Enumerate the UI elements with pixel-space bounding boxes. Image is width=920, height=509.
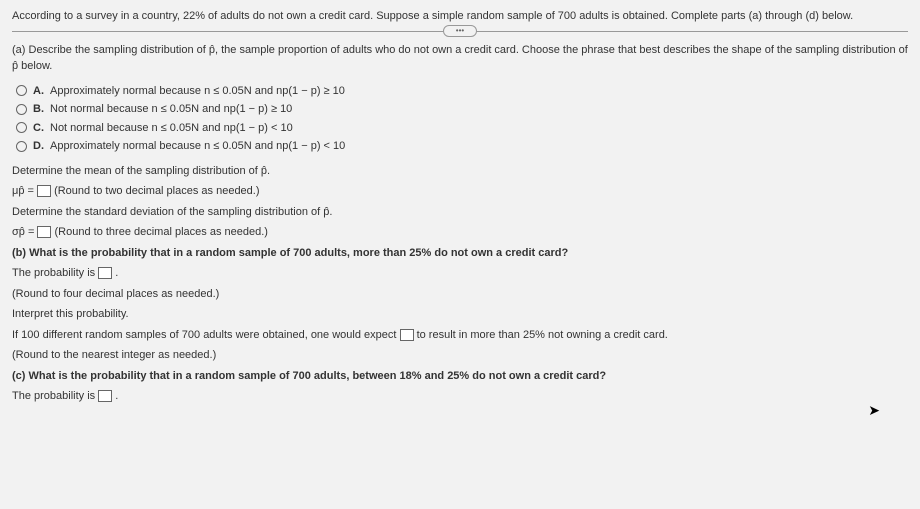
problem-intro: According to a survey in a country, 22% … [12,8,908,25]
part-a-prompt: (a) Describe the sampling distribution o… [12,42,908,75]
option-b-text: Not normal because n ≤ 0.05N and np(1 − … [50,101,292,118]
divider: ••• [12,31,908,32]
part-b-round: (Round to four decimal places as needed.… [12,286,908,303]
radio-c[interactable] [16,122,27,133]
sd-input[interactable] [37,226,51,238]
part-b-prob-input[interactable] [98,267,112,279]
part-b-prob-prefix: The probability is [12,267,98,279]
radio-b[interactable] [16,104,27,115]
mean-input[interactable] [37,185,51,197]
option-b[interactable]: B. Not normal because n ≤ 0.05N and np(1… [16,101,908,118]
expect-prefix: If 100 different random samples of 700 a… [12,329,400,341]
part-a-options: A. Approximately normal because n ≤ 0.05… [16,83,908,155]
part-c-prob-input[interactable] [98,390,112,402]
option-d-text: Approximately normal because n ≤ 0.05N a… [50,138,345,155]
option-a[interactable]: A. Approximately normal because n ≤ 0.05… [16,83,908,100]
expand-pill[interactable]: ••• [443,25,477,37]
part-b-interpret: Interpret this probability. [12,306,908,323]
mean-prompt: Determine the mean of the sampling distr… [12,163,908,180]
part-b-prob: The probability is . [12,265,908,282]
part-c-prob: The probability is . [12,388,908,405]
sd-prefix: σp̂ = [12,226,37,238]
option-c-label: C. [33,120,44,137]
part-c-prob-prefix: The probability is [12,390,98,402]
expect-suffix: to result in more than 25% not owning a … [417,329,668,341]
radio-a[interactable] [16,85,27,96]
cursor-icon: ➤ [868,400,880,421]
option-d-label: D. [33,138,44,155]
option-a-text: Approximately normal because n ≤ 0.05N a… [50,83,345,100]
sd-suffix: (Round to three decimal places as needed… [55,226,268,238]
mean-suffix: (Round to two decimal places as needed.) [54,185,259,197]
option-c-text: Not normal because n ≤ 0.05N and np(1 − … [50,120,293,137]
option-d[interactable]: D. Approximately normal because n ≤ 0.05… [16,138,908,155]
radio-d[interactable] [16,141,27,152]
option-c[interactable]: C. Not normal because n ≤ 0.05N and np(1… [16,120,908,137]
part-b-expect: If 100 different random samples of 700 a… [12,327,908,344]
part-b-expect-round: (Round to the nearest integer as needed.… [12,347,908,364]
mean-prefix: μp̂ = [12,185,37,197]
mean-line: μp̂ = (Round to two decimal places as ne… [12,183,908,200]
sd-line: σp̂ = (Round to three decimal places as … [12,224,908,241]
part-c-prob-suffix: . [115,390,118,402]
part-b-prompt: (b) What is the probability that in a ra… [12,245,908,262]
part-c-prompt: (c) What is the probability that in a ra… [12,368,908,385]
expect-input[interactable] [400,329,414,341]
part-b-prob-suffix: . [115,267,118,279]
option-a-label: A. [33,83,44,100]
sd-prompt: Determine the standard deviation of the … [12,204,908,221]
option-b-label: B. [33,101,44,118]
